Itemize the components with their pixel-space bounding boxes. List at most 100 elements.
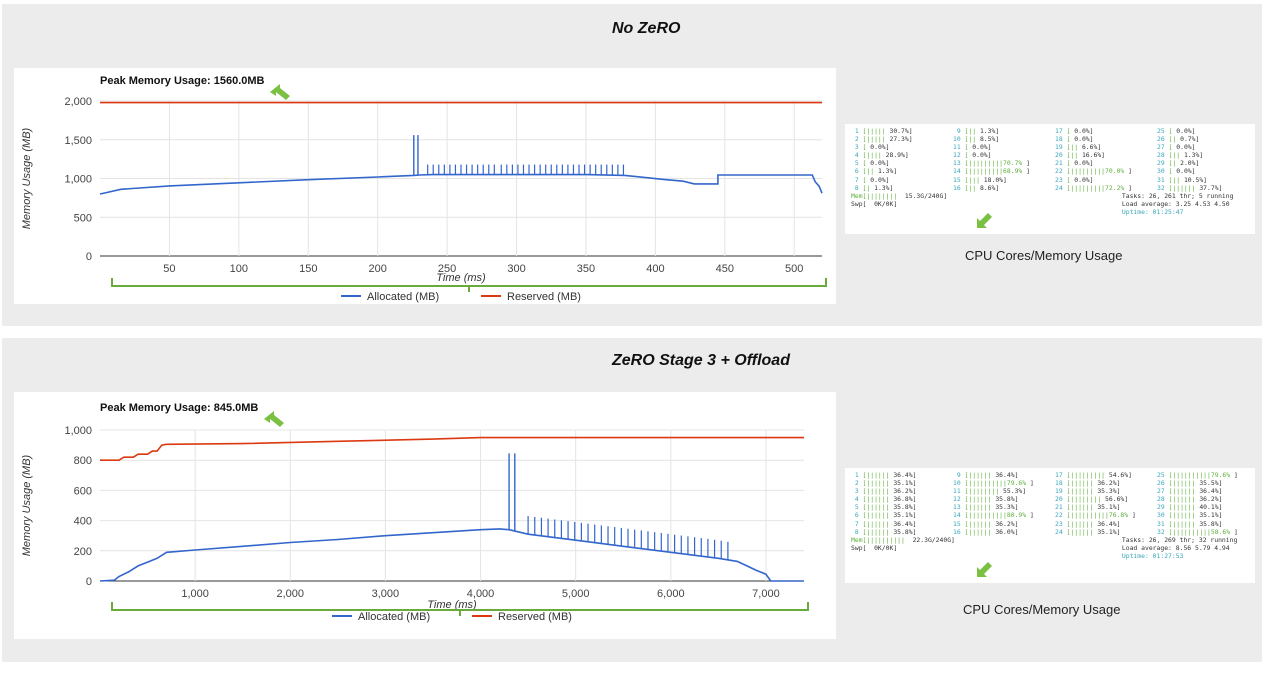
htop-cpu-row: 6 [|||||| 35.1%] <box>851 511 917 520</box>
green-arrow-icon <box>264 411 284 427</box>
top-panel: No ZeRO 0 500 1,000 1,500 2,000 50 100 150 200 25… <box>2 4 1262 326</box>
htop-cpu-column: 25 [ 0.0%] 26 [| 0.7%] 27 [ 0.0%] 28 [|| 1.… <box>1157 127 1249 192</box>
y-tick-label: 600 <box>74 485 92 497</box>
htop-cpu-row: 20 [|||||||| 56.6%] <box>1055 495 1129 504</box>
htop-cpu-row: 30 [|||||| 35.1%] <box>1157 511 1223 520</box>
htop-cpu-grid: 1 [|||||| 36.4%] 2 [|||||| 35.1%] 3 [|||… <box>851 471 1249 536</box>
bottom-panel-title: ZeRO Stage 3 + Offload <box>612 352 790 369</box>
htop-cpu-row: 23 [ 0.0%] <box>1055 175 1094 184</box>
y-tick-label: 1,500 <box>64 135 92 147</box>
y-tick-label: 800 <box>74 455 92 467</box>
htop-cpu-row: 24 [|||||| 35.1%] <box>1055 527 1121 536</box>
x-tick-label: 100 <box>230 263 248 275</box>
htop-cpu-row: 16 [|||||| 36.0%] <box>953 527 1019 536</box>
htop-cpu-row: 11 [ 0.0%] <box>953 143 992 152</box>
y-tick-label: 2,000 <box>64 96 92 108</box>
htop-cpu-row: 21 [|||||| 35.1%] <box>1055 503 1121 512</box>
y-axis-label: Memory Usage (MB) <box>21 454 33 556</box>
bottom-panel: ZeRO Stage 3 + Offload 0 200 400 600 800 1,00… <box>2 338 1262 662</box>
green-arrow-icon <box>977 213 992 228</box>
legend-label: Reserved (MB) <box>507 291 581 303</box>
htop-cpu-row: 9 [|||||| 36.4%] <box>953 471 1019 479</box>
htop-cpu-row: 25 [||||||||||79.6% ] <box>1157 471 1238 479</box>
bottom-caption: CPU Cores/Memory Usage <box>963 602 1121 617</box>
x-tick-label: 7,000 <box>752 588 780 600</box>
legend-label: Reserved (MB) <box>498 611 572 623</box>
htop-cpu-row: 17 [ 0.0%] <box>1055 127 1094 135</box>
htop-cpu-row: 19 [|| 6.6%] <box>1055 143 1102 152</box>
x-tick-label: 300 <box>507 263 525 275</box>
x-axis-label: Time (ms) <box>436 272 486 284</box>
top-htop-panel: 1 [||||| 30.7%] 2 [||||| 27.3%] 3 [ 0.0%… <box>845 124 1255 234</box>
y-tick-label: 0 <box>86 576 92 588</box>
htop-cpu-row: 17 [||||||||| 54.6%] <box>1055 471 1132 479</box>
x-tick-label: 500 <box>785 263 803 275</box>
htop-cpu-row: 21 [ 0.0%] <box>1055 159 1094 168</box>
htop-cpu-row: 26 [| 0.7%] <box>1157 135 1200 144</box>
htop-cpu-row: 18 [|||||| 36.2%] <box>1055 479 1121 488</box>
htop-cpu-row: 27 [ 0.0%] <box>1157 143 1196 152</box>
htop-cpu-row: 8 [| 1.3%] <box>851 183 894 192</box>
x-tick-label: 400 <box>646 263 664 275</box>
htop-cpu-row: 2 [|||||| 35.1%] <box>851 479 917 488</box>
htop-cpu-row: 31 [|||||| 35.8%] <box>1157 519 1223 528</box>
series-line-reserved <box>100 436 804 461</box>
x-tick-label: 200 <box>369 263 387 275</box>
x-tick-label: 250 <box>438 263 456 275</box>
htop-cpu-row: 32 [||||||||||58.6% ] <box>1157 527 1238 536</box>
htop-cpu-column: 1 [|||||| 36.4%] 2 [|||||| 35.1%] 3 [|||… <box>851 471 943 536</box>
chart-title: Peak Memory Usage: 1560.0MB <box>100 75 265 87</box>
htop-cpu-row: 15 [|||||| 36.2%] <box>953 519 1019 528</box>
series-line-allocated <box>99 528 804 582</box>
htop-cpu-row: 6 [|| 1.3%] <box>851 167 898 176</box>
x-tick-label: 1,000 <box>181 588 209 600</box>
top-chart-card: 0 500 1,000 1,500 2,000 50 100 150 200 250 300 350 4… <box>14 68 836 304</box>
htop-cpu-column: 9 [|| 1.3%] 10 [|| 8.5%] 11 [ 0.0%] 12 [ 0.… <box>953 127 1045 192</box>
htop-cpu-row: 26 [|||||| 35.5%] <box>1157 479 1223 488</box>
htop-cpu-row: 14 [|||||||||68.9% ] <box>953 167 1030 176</box>
htop-cpu-row: 16 [|| 8.6%] <box>953 183 1000 192</box>
x-tick-label: 5,000 <box>562 588 590 600</box>
y-tick-label: 1,000 <box>64 174 92 186</box>
htop-memory: Mem[|||||||||| 22.3G/240G] Swp[ 0K/0K] <box>851 535 955 552</box>
htop-cpu-grid: 1 [||||| 30.7%] 2 [||||| 27.3%] 3 [ 0.0%… <box>851 127 1249 192</box>
htop-cpu-row: 3 [|||||| 36.2%] <box>851 487 917 496</box>
top-caption: CPU Cores/Memory Usage <box>965 248 1123 263</box>
series-line-allocated <box>99 173 823 195</box>
htop-summary: Mem[|||||||| 15.3G/240G] Swp[ 0K/0K] Tasks… <box>851 192 1249 216</box>
htop-cpu-column: 17 [||||||||| 54.6%] 18 [|||||| 36.2%] 19 … <box>1055 471 1147 536</box>
htop-cpu-column: 1 [||||| 30.7%] 2 [||||| 27.3%] 3 [ 0.0%… <box>851 127 943 192</box>
htop-cpu-row: 15 [||| 18.0%] <box>953 175 1007 184</box>
htop-cpu-row: 11 [|||||||| 55.3%] <box>953 487 1027 496</box>
htop-cpu-row: 29 [| 2.0%] <box>1157 159 1200 168</box>
htop-cpu-row: 12 [|||||| 35.8%] <box>953 495 1019 504</box>
htop-cpu-row: 7 [ 0.0%] <box>851 175 890 184</box>
htop-cpu-row: 13 [|||||||||70.7% ] <box>953 159 1030 168</box>
y-tick-label: 200 <box>74 546 92 558</box>
htop-cpu-row: 14 [||||||||||80.9% ] <box>953 511 1034 520</box>
htop-cpu-row: 10 [||||||||||79.6% ] <box>953 479 1034 488</box>
htop-cpu-column: 17 [ 0.0%] 18 [ 0.0%] 19 [|| 6.6%] 20 [|| 1… <box>1055 127 1147 192</box>
htop-cpu-row: 22 [|||||||||70.0% ] <box>1055 167 1132 176</box>
top-memory-chart: 0 500 1,000 1,500 2,000 50 100 150 200 250 300 350 4… <box>21 75 827 303</box>
y-tick-label: 1,000 <box>64 425 92 437</box>
htop-cpu-row: 5 [ 0.0%] <box>851 159 890 168</box>
legend-label: Allocated (MB) <box>367 291 439 303</box>
htop-cpu-row: 5 [|||||| 35.8%] <box>851 503 917 512</box>
htop-cpu-row: 18 [ 0.0%] <box>1055 135 1094 144</box>
green-arrow-icon <box>270 84 290 100</box>
legend-label: Allocated (MB) <box>358 611 430 623</box>
y-tick-label: 500 <box>74 212 92 224</box>
htop-cpu-row: 31 [|| 10.5%] <box>1157 175 1208 184</box>
htop-cpu-row: 2 [||||| 27.3%] <box>851 135 913 144</box>
green-bracket <box>111 602 809 616</box>
x-tick-label: 3,000 <box>372 588 400 600</box>
htop-cpu-row: 3 [ 0.0%] <box>851 143 890 152</box>
x-tick-label: 350 <box>577 263 595 275</box>
x-tick-label: 6,000 <box>657 588 685 600</box>
htop-cpu-row: 8 [|||||| 35.8%] <box>851 527 917 536</box>
y-tick-label: 0 <box>86 251 92 263</box>
htop-cpu-row: 7 [|||||| 36.4%] <box>851 519 917 528</box>
htop-cpu-row: 12 [ 0.0%] <box>953 151 992 160</box>
htop-cpu-row: 20 [|| 16.6%] <box>1055 151 1106 160</box>
